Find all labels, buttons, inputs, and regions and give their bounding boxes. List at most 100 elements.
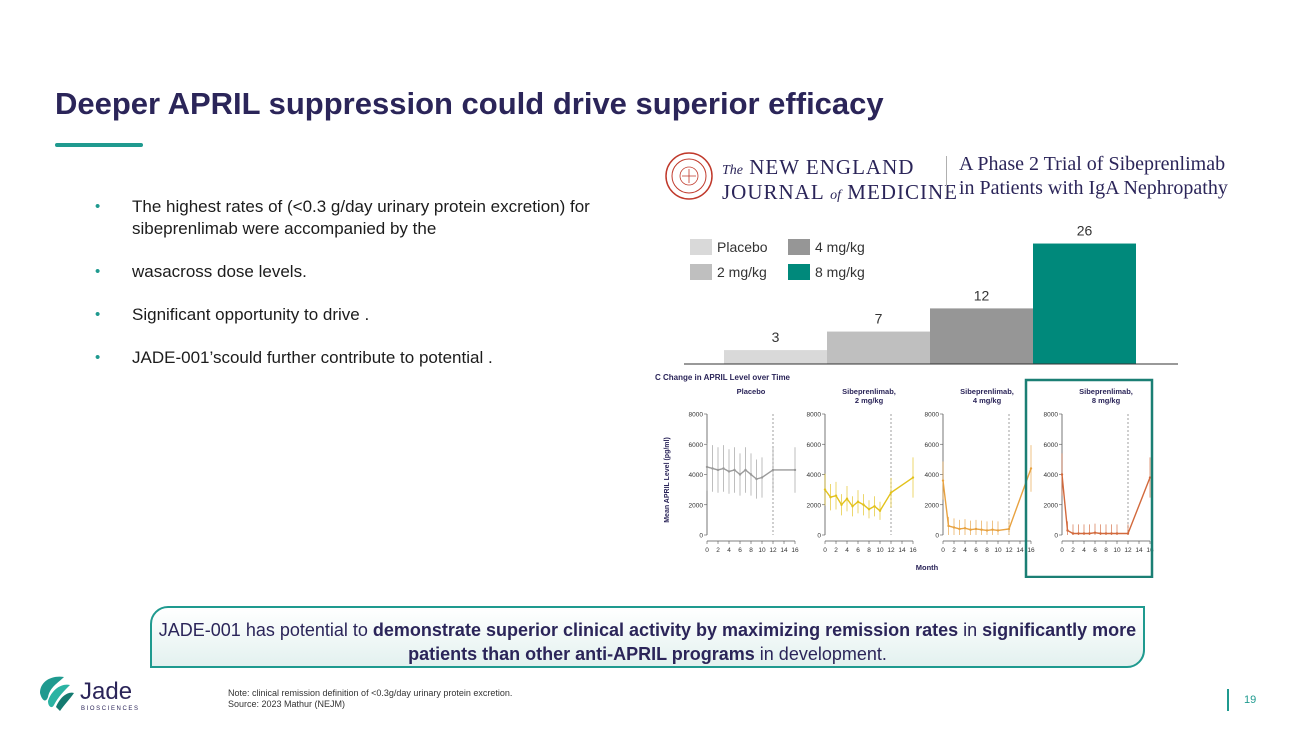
footnote-source: Source: 2023 Mathur (NEJM) (228, 699, 346, 709)
april-x-tick-label: 2 (1071, 547, 1075, 554)
april-x-tick-label: 6 (738, 547, 742, 554)
bar-value-label: 7 (875, 311, 883, 327)
april-data-point (963, 526, 967, 530)
april-x-tick-label: 16 (909, 547, 917, 554)
logo-subtitle: BIOSCIENCES (81, 706, 140, 712)
april-x-tick-label: 8 (749, 547, 753, 554)
bullet-item: • JADE-001’scould further contribute to p… (95, 347, 625, 369)
april-data-point (711, 467, 714, 470)
april-y-tick-label: 2000 (807, 502, 822, 509)
legend-label: 4 mg/kg (815, 239, 865, 255)
april-x-label: Month (916, 563, 939, 572)
april-data-point (738, 473, 742, 476)
legend-label: 8 mg/kg (815, 264, 865, 280)
title-underline (55, 143, 143, 147)
april-data-point (793, 468, 797, 472)
april-x-tick-label: 12 (769, 547, 777, 554)
jade-logo: Jade BIOSCIENCES (40, 676, 140, 712)
april-data-point (1115, 532, 1119, 535)
april-x-tick-label: 14 (1135, 547, 1143, 554)
april-x-tick-label: 12 (1005, 547, 1013, 554)
april-data-point (974, 527, 978, 531)
april-data-point (1066, 529, 1069, 532)
legend-label: 2 mg/kg (717, 264, 767, 280)
april-panel-title: 2 mg/kg (855, 396, 884, 405)
april-data-point (1110, 532, 1113, 535)
april-y-tick-label: 0 (699, 533, 703, 540)
april-data-point (760, 476, 764, 479)
april-y-tick-label: 2000 (689, 502, 704, 509)
april-data-point (1126, 532, 1130, 535)
april-data-point (947, 524, 950, 528)
april-x-tick-label: 8 (1104, 547, 1108, 554)
april-x-tick-label: 0 (705, 547, 709, 554)
april-x-tick-label: 0 (1060, 547, 1064, 554)
bullet-item: • Significant opportunity to drive . (95, 304, 625, 326)
callout-bold: significantly more patients than other a… (408, 620, 1137, 664)
april-x-tick-label: 12 (887, 547, 895, 554)
april-x-tick-label: 6 (974, 547, 978, 554)
nejm-medicine: MEDICINE (847, 180, 958, 204)
april-data-point (996, 529, 1000, 532)
bar-8-mg-kg (1033, 243, 1136, 364)
april-data-point (749, 473, 753, 476)
bar-2-mg-kg (827, 331, 930, 364)
april-data-point (911, 476, 915, 479)
april-y-tick-label: 4000 (1044, 472, 1059, 479)
bar-placebo (724, 350, 827, 364)
nejm-of: of (830, 188, 842, 203)
legend-swatch (788, 239, 810, 255)
legend-swatch (690, 264, 712, 280)
callout-part: JADE-001 has potential to (158, 620, 373, 640)
bullet-text: wasacross dose levels. (132, 262, 307, 281)
article-title-line1: A Phase 2 Trial of Sibeprenlimab (959, 153, 1226, 175)
april-x-tick-label: 14 (898, 547, 906, 554)
april-y-tick-label: 4000 (925, 472, 940, 479)
bar-4-mg-kg (930, 308, 1033, 364)
april-x-tick-label: 4 (963, 547, 967, 554)
april-y-tick-label: 0 (817, 533, 821, 540)
april-panel-title: Placebo (737, 387, 766, 396)
april-data-point (1007, 527, 1011, 531)
nejm-seal-icon (665, 152, 713, 200)
april-chart-title: C Change in APRIL Level over Time (655, 373, 791, 382)
april-data-point (1104, 532, 1108, 535)
bar-value-label: 26 (1077, 223, 1093, 239)
callout-bold: demonstrate superior clinical activity b… (372, 620, 959, 640)
april-y-tick-label: 8000 (1044, 412, 1059, 419)
april-data-point (856, 500, 860, 503)
april-y-tick-label: 6000 (925, 442, 940, 449)
highlight-box (1024, 378, 1154, 578)
april-data-point (873, 505, 876, 508)
april-x-tick-label: 2 (834, 547, 838, 554)
april-panel-title: Sibeprenlimab, (1079, 387, 1133, 396)
bullet-dot-icon: • (95, 263, 101, 280)
april-data-point (1088, 532, 1091, 535)
april-data-point (985, 529, 989, 532)
april-level-chart: C Change in APRIL Level over Time Mean AP… (655, 373, 1154, 578)
april-data-point (823, 488, 827, 491)
april-data-point (716, 468, 720, 472)
remission-bar-chart: 3 7 12 26 Placebo 4 mg/kg 2 mg/kg 8 mg/kg (684, 223, 1178, 365)
april-data-point (1071, 532, 1075, 535)
april-y-tick-label: 6000 (807, 442, 822, 449)
april-x-tick-label: 0 (823, 547, 827, 554)
april-x-tick-label: 6 (1093, 547, 1097, 554)
april-data-point (889, 491, 893, 494)
bullet-item: • wasacross dose levels. (95, 261, 625, 283)
april-data-point (878, 509, 882, 512)
logo-wordmark: Jade (80, 678, 132, 705)
bullet-dot-icon: • (95, 306, 101, 323)
april-x-tick-label: 0 (941, 547, 945, 554)
april-data-point (1082, 532, 1086, 535)
april-y-tick-label: 0 (1054, 533, 1058, 540)
april-panel-title: Sibeprenlimab, (842, 387, 896, 396)
april-x-tick-label: 8 (867, 547, 871, 554)
nejm-journal: JOURNAL (722, 180, 824, 204)
april-data-point (941, 479, 945, 482)
page-number: 19 (1244, 694, 1257, 706)
april-x-tick-label: 10 (876, 547, 884, 554)
april-data-point (1093, 531, 1097, 534)
april-data-point (755, 477, 758, 481)
april-data-point (727, 470, 731, 473)
